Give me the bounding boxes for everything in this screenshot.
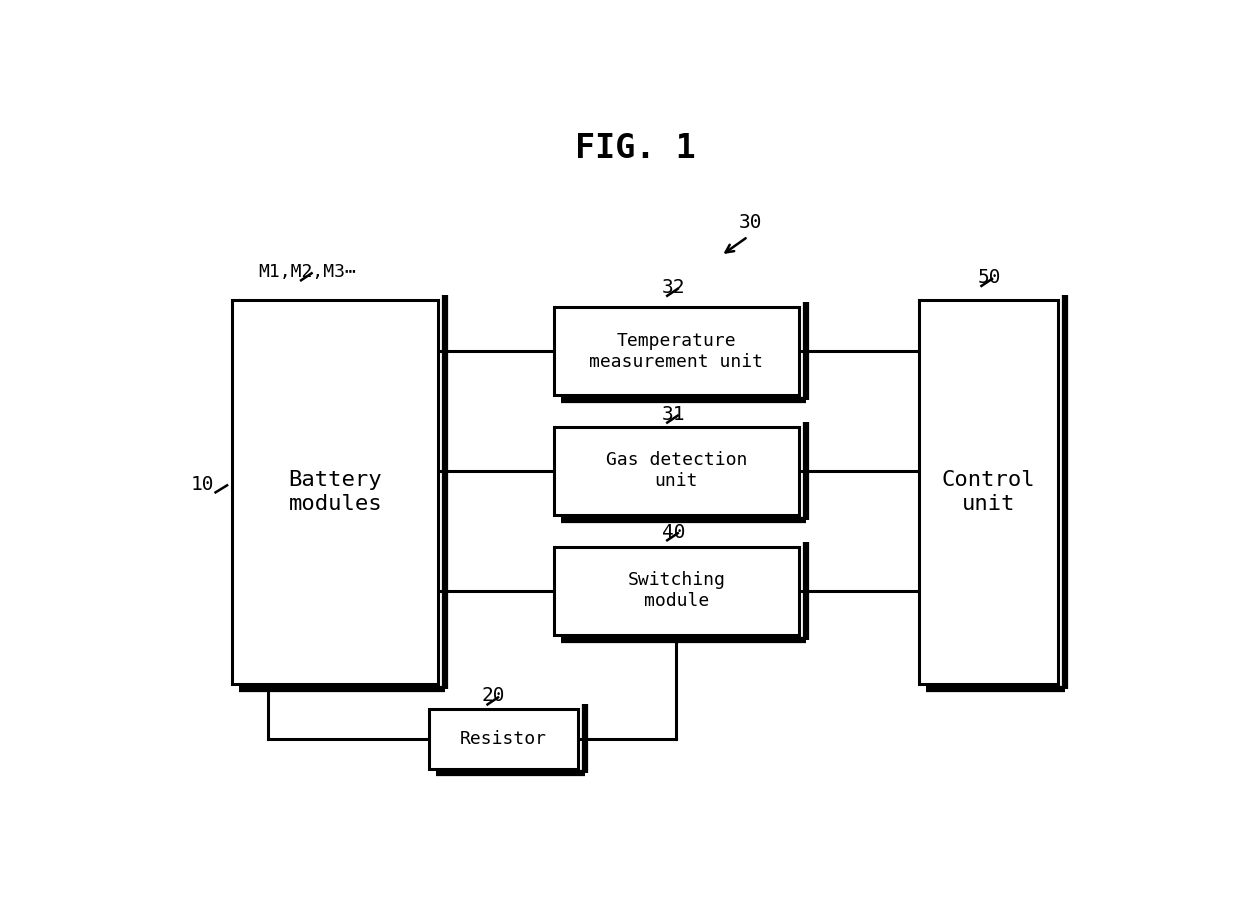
Bar: [554, 426, 799, 515]
Bar: [919, 300, 1059, 684]
Text: 10: 10: [191, 475, 215, 494]
Text: 32: 32: [662, 278, 686, 296]
Text: Control
unit: Control unit: [942, 470, 1035, 513]
Bar: [554, 546, 799, 635]
Text: Switching
module: Switching module: [627, 571, 725, 610]
Bar: [429, 708, 578, 769]
Text: M1,M2,M3⋯: M1,M2,M3⋯: [258, 263, 356, 281]
Text: Gas detection
unit: Gas detection unit: [605, 451, 746, 490]
Text: 31: 31: [662, 404, 686, 424]
Text: 30: 30: [739, 213, 763, 232]
Text: 40: 40: [662, 523, 686, 542]
Text: FIG. 1: FIG. 1: [575, 132, 696, 165]
Text: Battery
modules: Battery modules: [289, 470, 382, 513]
Text: Temperature
measurement unit: Temperature measurement unit: [589, 332, 764, 371]
Bar: [232, 300, 439, 684]
Bar: [554, 307, 799, 395]
Text: 20: 20: [481, 686, 505, 705]
Text: Resistor: Resistor: [460, 729, 547, 748]
Text: 50: 50: [977, 268, 1001, 287]
